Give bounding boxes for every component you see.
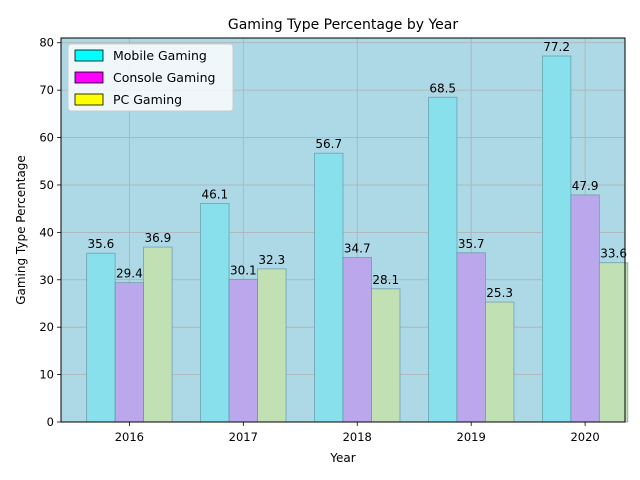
y-tick-label: 80	[39, 36, 54, 50]
y-tick-label: 20	[39, 320, 54, 334]
legend-swatch	[74, 93, 104, 106]
bar-value-label: 28.1	[372, 273, 399, 287]
y-axis-label: Gaming Type Percentage	[14, 155, 28, 305]
bar-0-3	[428, 96, 458, 423]
bar-value-label: 30.1	[230, 263, 257, 277]
y-tick-label: 70	[39, 83, 54, 97]
legend-swatch	[74, 71, 104, 84]
bar-1-1	[228, 278, 258, 423]
bar-2-3	[485, 301, 515, 423]
y-tick-label: 40	[39, 225, 54, 239]
legend-label: Console Gaming	[113, 70, 215, 85]
x-tick-label: 2016	[115, 430, 144, 444]
y-axis: 0 10 20 30 40 50 60 70 80	[39, 36, 61, 429]
bar-value-label: 77.2	[543, 40, 570, 54]
bar-0-2	[314, 152, 344, 423]
legend-box	[67, 43, 234, 112]
y-tick-label: 30	[39, 273, 54, 287]
bar-2-4	[598, 262, 629, 423]
plot-frame	[60, 37, 626, 423]
y-tick-label: 0	[47, 415, 54, 429]
bar-value-label: 36.9	[144, 231, 171, 245]
y-tick-label: 50	[39, 178, 54, 192]
legend-swatch	[74, 49, 104, 62]
legend-label: PC Gaming	[113, 92, 182, 107]
bar-2-0	[143, 246, 173, 423]
bar-0-0	[86, 252, 116, 423]
bar-value-label: 34.7	[344, 241, 371, 255]
bar-value-label: 33.6	[600, 247, 627, 261]
bar-value-label: 46.1	[201, 187, 228, 201]
legend-label: Mobile Gaming	[113, 48, 207, 63]
bar-value-label: 68.5	[429, 81, 456, 95]
bar-value-label: 35.7	[458, 237, 485, 251]
legend: Mobile Gaming Console Gaming PC Gaming	[67, 43, 234, 112]
y-tick-label: 60	[39, 131, 54, 145]
bar-value-label: 25.3	[486, 286, 513, 300]
bar-0-1	[200, 203, 230, 423]
x-axis: 2016 2017 2018 2019 2020	[115, 422, 600, 444]
bar-1-3	[456, 252, 486, 423]
bar-value-label: 29.4	[116, 267, 143, 281]
bar-1-4	[570, 194, 600, 423]
x-tick-label: 2019	[457, 430, 486, 444]
bar-value-label: 56.7	[315, 137, 342, 151]
x-tick-label: 2017	[229, 430, 258, 444]
bar-value-label: 35.6	[88, 237, 115, 251]
bar-0-4	[541, 55, 572, 423]
bars	[86, 55, 629, 423]
bar-labels: 35.6 46.1 56.7 68.5 77.2 29.4 30.1 34.7 35.7 47.9…	[88, 40, 627, 300]
bar-value-label: 47.9	[572, 179, 599, 193]
x-axis-label: Year	[329, 451, 355, 465]
chart-title: Gaming Type Percentage by Year	[228, 17, 458, 33]
bar-1-0	[114, 282, 145, 423]
bar-1-2	[342, 257, 372, 423]
bar-2-2	[371, 288, 401, 423]
bar-value-label: 32.3	[258, 253, 285, 267]
y-tick-label: 10	[39, 368, 54, 382]
x-tick-label: 2020	[570, 430, 599, 444]
bar-2-1	[257, 268, 287, 423]
x-tick-label: 2018	[343, 430, 372, 444]
